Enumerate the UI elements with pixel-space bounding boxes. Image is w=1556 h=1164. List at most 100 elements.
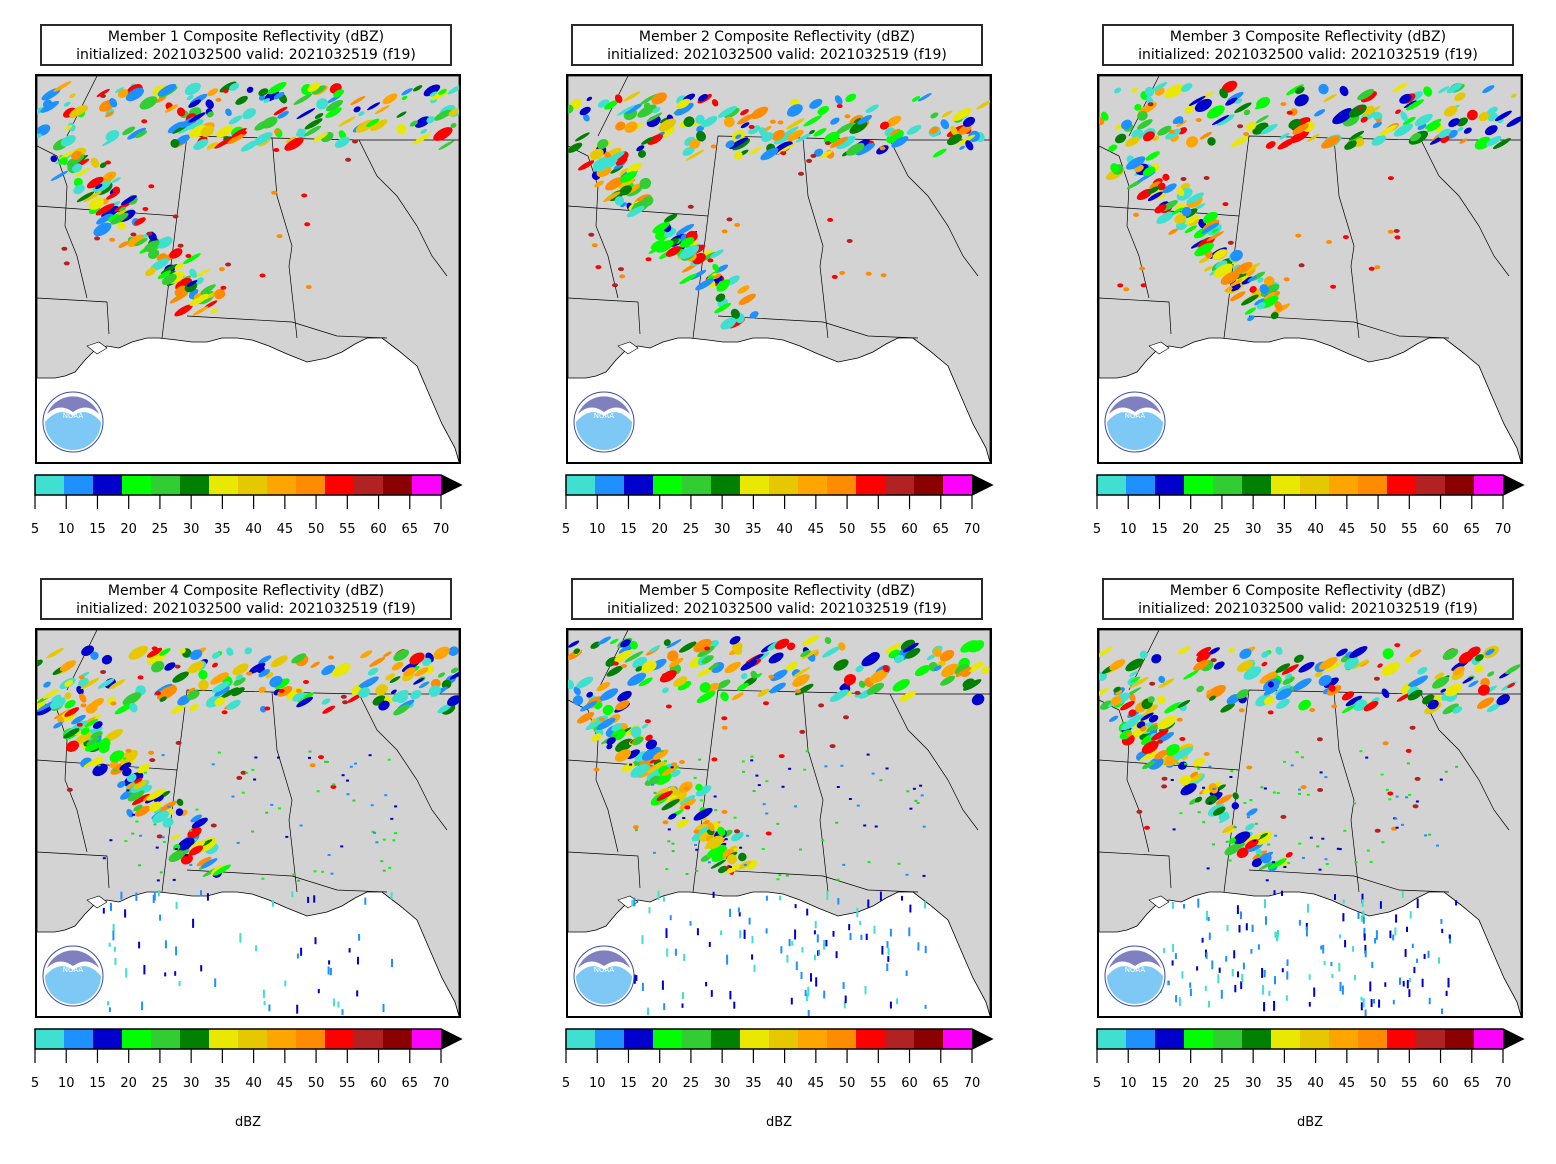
colorbar-segment <box>412 475 441 495</box>
panel-title-line2: initialized: 2021032500 valid: 202103251… <box>607 601 947 617</box>
colorbar-extend-arrow <box>441 475 461 495</box>
colorbar-outline <box>565 1028 994 1050</box>
colorbar-segment <box>856 1029 885 1049</box>
state-border <box>37 851 110 889</box>
colorbar-tick-label: 25 <box>1214 522 1231 537</box>
colorbar-tick-label: 5 <box>1093 1076 1101 1091</box>
colorbar-segment <box>1300 1029 1329 1049</box>
colorbar-extend-arrow <box>972 1029 992 1049</box>
colorbar-tick-label: 45 <box>808 1076 825 1091</box>
colorbar-segment <box>1271 1029 1300 1049</box>
reflectivity-map: NOAA <box>1097 628 1523 1018</box>
colorbar-segment <box>64 475 93 495</box>
colorbar-tick-label: 60 <box>370 1076 387 1091</box>
state-border <box>37 135 459 217</box>
state-border <box>37 145 88 299</box>
colorbar-tick-label: 55 <box>1401 1076 1418 1091</box>
colorbar: 5 10 15 20 25 30 35 40 45 50 55 60 65 70 <box>562 1028 1006 1099</box>
colorbar-tick-label: 15 <box>620 522 637 537</box>
state-border <box>1128 76 1160 137</box>
state-border <box>568 851 641 889</box>
colorbar-segment <box>1184 475 1213 495</box>
colorbar-segment <box>856 475 885 495</box>
colorbar-tick-label: 25 <box>152 1076 169 1091</box>
colorbar-segment <box>1155 475 1184 495</box>
state-border <box>1248 315 1450 339</box>
colorbar-tick-label: 65 <box>932 1076 949 1091</box>
member-panel-6: Member 6 Composite Reflectivity (dBZ) ini… <box>1093 578 1556 1138</box>
colorbar-segment <box>209 1029 238 1049</box>
colorbar-segment <box>624 1029 653 1049</box>
colorbar-tick-label: 50 <box>839 522 856 537</box>
member-panel-5: Member 5 Composite Reflectivity (dBZ) ini… <box>562 578 1026 1138</box>
state-border <box>568 297 641 335</box>
panel-title-line2: initialized: 2021032500 valid: 202103251… <box>1138 601 1478 617</box>
state-border <box>802 691 829 893</box>
reflectivity-echoes <box>37 645 459 1015</box>
colorbar-tick-label: 15 <box>89 522 106 537</box>
colorbar-tick-label: 30 <box>714 1076 731 1091</box>
colorbar-segment <box>1242 475 1271 495</box>
colorbar: 5 10 15 20 25 30 35 40 45 50 55 60 65 70 <box>1093 474 1537 545</box>
bay-shape <box>1148 341 1170 355</box>
state-border <box>358 139 448 277</box>
colorbar-segment <box>769 1029 798 1049</box>
reflectivity-map: NOAA <box>566 628 992 1018</box>
colorbar-segment <box>35 1029 64 1049</box>
colorbar-tick-label: 40 <box>776 1076 793 1091</box>
colorbar-tick-label: 40 <box>245 522 262 537</box>
svg-text:NOAA: NOAA <box>63 966 84 974</box>
colorbar-tick-label: 10 <box>58 1076 75 1091</box>
state-border <box>1420 139 1510 277</box>
colorbar-tick-label: 20 <box>120 522 137 537</box>
colorbar-tick-label: 40 <box>245 1076 262 1091</box>
state-border <box>186 315 388 339</box>
svg-text:NOAA: NOAA <box>63 412 84 420</box>
state-border <box>271 691 298 893</box>
colorbar: 5 10 15 20 25 30 35 40 45 50 55 60 65 70 <box>1093 1028 1537 1099</box>
reflectivity-map: NOAA <box>35 628 461 1018</box>
state-border <box>271 137 298 339</box>
colorbar-tick-label: 40 <box>776 522 793 537</box>
reflectivity-echoes <box>1099 80 1521 322</box>
colorbar-segment <box>1126 1029 1155 1049</box>
colorbar-tick-label: 60 <box>901 1076 918 1091</box>
colorbar-tick-label: 55 <box>1401 522 1418 537</box>
colorbar-tick-label: 55 <box>870 522 887 537</box>
colorbar-tick-label: 20 <box>1182 522 1199 537</box>
panel-title-line1: Member 1 Composite Reflectivity (dBZ) <box>107 29 385 45</box>
state-border <box>889 693 979 831</box>
colorbar-tick-label: 70 <box>964 1076 981 1091</box>
colorbar-segment <box>296 1029 325 1049</box>
colorbar-tick-label: 30 <box>1245 1076 1262 1091</box>
colorbar-unit-label: dBZ <box>234 1115 262 1130</box>
colorbar-segment <box>325 475 354 495</box>
state-border <box>802 137 829 339</box>
colorbar-segment <box>1242 1029 1271 1049</box>
panel-title-line2: initialized: 2021032500 valid: 202103251… <box>76 47 416 63</box>
colorbar-segment <box>740 1029 769 1049</box>
colorbar-segment <box>595 475 624 495</box>
colorbar-segment <box>64 1029 93 1049</box>
state-border <box>161 769 178 893</box>
colorbar-tick-label: 15 <box>1151 1076 1168 1091</box>
colorbar-segment <box>1271 475 1300 495</box>
colorbar-segment <box>1300 475 1329 495</box>
colorbar-extend-arrow <box>972 475 992 495</box>
colorbar-tick-label: 30 <box>714 522 731 537</box>
colorbar-tick-label: 60 <box>901 522 918 537</box>
colorbar-tick-label: 20 <box>120 1076 137 1091</box>
colorbar-tick-label: 30 <box>1245 522 1262 537</box>
colorbar-segment <box>769 475 798 495</box>
colorbar-segment <box>325 1029 354 1049</box>
colorbar-segment <box>1474 475 1503 495</box>
colorbar-segment <box>151 475 180 495</box>
colorbar-tick-label: 20 <box>651 522 668 537</box>
member-panel-4: Member 4 Composite Reflectivity (dBZ) ini… <box>31 578 495 1138</box>
svg-text:NOAA: NOAA <box>594 412 615 420</box>
colorbar-segment <box>914 475 943 495</box>
colorbar-tick-label: 45 <box>277 522 294 537</box>
panel-title-line2: initialized: 2021032500 valid: 202103251… <box>1138 47 1478 63</box>
colorbar-tick-label: 10 <box>1120 522 1137 537</box>
noaa-logo-icon: NOAA <box>573 945 635 1007</box>
